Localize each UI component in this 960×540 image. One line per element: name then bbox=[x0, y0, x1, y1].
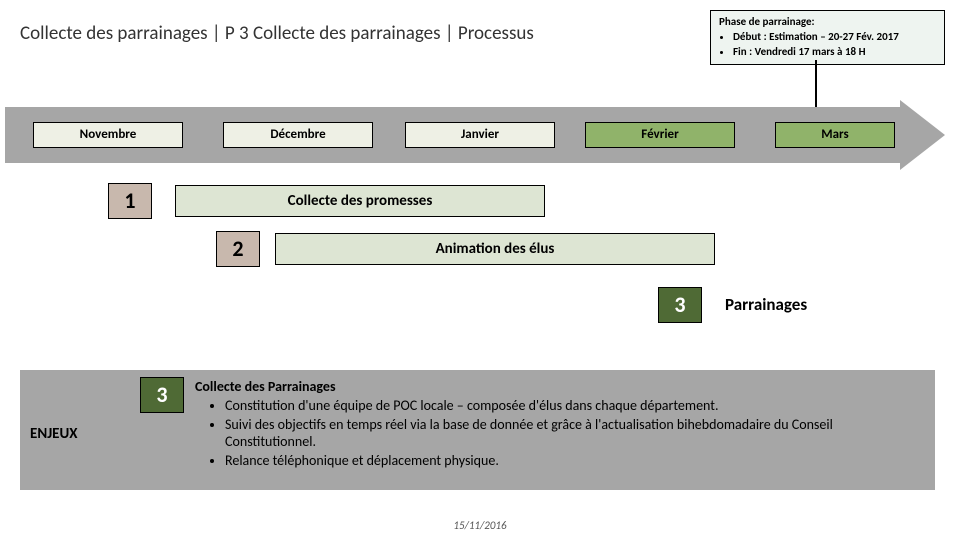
breadcrumb: Collecte des parrainages | P 3 Collecte … bbox=[20, 22, 534, 45]
footer-date: 15/11/2016 bbox=[0, 519, 960, 532]
phase-1-number: 1 bbox=[108, 183, 152, 219]
timeline-arrow: Novembre Décembre Janvier Février Mars bbox=[5, 100, 955, 170]
month-février: Février bbox=[585, 122, 735, 148]
phase-line-2: Fin : Vendredi 17 mars à 18 H bbox=[733, 45, 936, 60]
enjeux-bullet: Suivi des objectifs en temps réel via la… bbox=[225, 416, 920, 451]
enjeux-bullet: Constitution d'une équipe de POC locale … bbox=[225, 397, 920, 415]
month-novembre: Novembre bbox=[33, 122, 183, 148]
phase-2-bar: Animation des élus bbox=[275, 233, 715, 265]
phase-line-1: Début : Estimation – 20-27 Fév. 2017 bbox=[733, 30, 936, 45]
month-décembre: Décembre bbox=[223, 122, 373, 148]
phase-3-label: Parrainages bbox=[725, 294, 807, 315]
phase-info-box: Phase de parrainage: Début : Estimation … bbox=[710, 10, 945, 65]
enjeux-number: 3 bbox=[140, 377, 184, 413]
phase-3-number: 3 bbox=[658, 287, 702, 323]
phase-1-bar: Collecte des promesses bbox=[175, 185, 545, 217]
month-janvier: Janvier bbox=[405, 122, 555, 148]
enjeux-bullet: Relance téléphonique et déplacement phys… bbox=[225, 452, 920, 470]
enjeux-label: ENJEUX bbox=[30, 425, 78, 443]
enjeux-title: Collecte des Parrainages bbox=[195, 378, 920, 395]
phase-title: Phase de parrainage: bbox=[719, 15, 936, 30]
phase-2-number: 2 bbox=[216, 231, 260, 267]
enjeux-content: Collecte des Parrainages Constitution d'… bbox=[195, 378, 920, 470]
month-mars: Mars bbox=[775, 122, 895, 148]
